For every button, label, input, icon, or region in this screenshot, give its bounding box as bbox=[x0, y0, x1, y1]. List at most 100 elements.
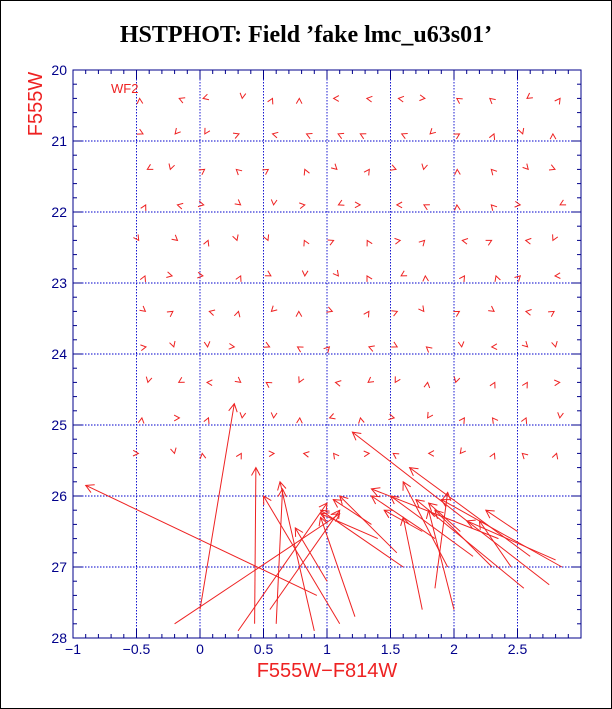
small-vector bbox=[455, 97, 463, 104]
small-vector bbox=[458, 275, 466, 282]
arrow-head bbox=[441, 491, 452, 501]
arrow-head bbox=[422, 204, 430, 211]
small-vector bbox=[526, 92, 533, 100]
small-vector bbox=[491, 417, 499, 424]
long-vector bbox=[275, 487, 287, 624]
arrow-head bbox=[488, 97, 496, 105]
small-vector bbox=[295, 310, 303, 317]
small-vector bbox=[337, 132, 345, 139]
long-vector bbox=[402, 480, 449, 568]
arrow-head bbox=[367, 345, 375, 352]
small-vector bbox=[397, 95, 405, 103]
arrow-head bbox=[140, 203, 147, 211]
small-vector bbox=[198, 168, 206, 176]
arrow-head bbox=[332, 269, 340, 277]
long-vector bbox=[370, 495, 436, 540]
vector-shaft bbox=[339, 495, 398, 554]
arrow-head bbox=[239, 92, 247, 100]
arrow-head bbox=[365, 95, 373, 103]
arrow-head bbox=[551, 340, 558, 348]
small-vector bbox=[262, 168, 270, 175]
small-vector bbox=[137, 416, 145, 424]
y-axis-label: F555W bbox=[25, 72, 47, 137]
arrow-head bbox=[132, 449, 140, 457]
small-vector bbox=[400, 270, 408, 277]
small-vector bbox=[427, 450, 435, 457]
vector-shaft bbox=[263, 495, 341, 625]
small-vector bbox=[389, 164, 397, 171]
small-vector bbox=[328, 413, 336, 420]
arrow-head bbox=[303, 168, 310, 176]
arrow-head bbox=[425, 346, 433, 353]
small-vector bbox=[203, 341, 211, 348]
arrow-head bbox=[514, 275, 522, 282]
small-vector bbox=[202, 93, 210, 101]
small-vector bbox=[391, 341, 399, 348]
arrow-head bbox=[301, 270, 309, 277]
small-vector bbox=[295, 97, 303, 104]
small-vector bbox=[139, 274, 146, 282]
arrow-head bbox=[318, 502, 328, 513]
small-vector bbox=[524, 309, 532, 316]
vector-shaft bbox=[409, 467, 531, 557]
y-tick-label: 21 bbox=[51, 133, 67, 149]
long-vector bbox=[251, 466, 261, 624]
arrow-head bbox=[554, 97, 561, 105]
arrow-head bbox=[277, 487, 287, 498]
arrow-head bbox=[173, 414, 181, 422]
arrow-head bbox=[524, 237, 532, 245]
arrow-head bbox=[521, 381, 528, 389]
arrow-head bbox=[270, 305, 278, 313]
y-tick-label: 22 bbox=[51, 204, 67, 220]
small-vector bbox=[296, 346, 304, 353]
vector-shaft bbox=[415, 499, 525, 589]
arrow-head bbox=[548, 164, 556, 171]
arrow-head bbox=[394, 237, 402, 245]
arrow-head bbox=[332, 499, 343, 508]
arrow-head bbox=[198, 168, 206, 176]
small-vector bbox=[551, 340, 558, 348]
x-tick-label: 0 bbox=[196, 641, 204, 657]
arrow-head bbox=[521, 452, 529, 460]
small-vector bbox=[146, 164, 154, 170]
arrow-head bbox=[326, 306, 334, 313]
long-vector bbox=[478, 520, 512, 568]
arrow-head bbox=[488, 305, 495, 313]
arrow-head bbox=[423, 381, 431, 389]
small-vector bbox=[489, 452, 496, 460]
arrow-head bbox=[330, 163, 338, 171]
y-tick-label: 26 bbox=[51, 488, 67, 504]
small-vector bbox=[418, 239, 426, 247]
arrow-head bbox=[521, 416, 528, 424]
small-vector bbox=[208, 309, 216, 316]
arrow-head bbox=[139, 274, 146, 282]
small-vector bbox=[400, 133, 408, 139]
arrow-head bbox=[305, 133, 313, 139]
arrow-head bbox=[366, 239, 373, 247]
small-vector bbox=[171, 234, 179, 242]
small-vector bbox=[234, 376, 242, 384]
small-vector bbox=[554, 379, 561, 387]
arrow-head bbox=[552, 234, 559, 242]
arrow-head bbox=[318, 516, 328, 527]
long-vector bbox=[434, 509, 493, 568]
arrow-head bbox=[488, 132, 496, 140]
axis-ticks: −1 −0.5 0 0.5 1 1.5 2 2.5 20 21 22 23 24 25 26 27 28 bbox=[51, 62, 582, 657]
long-vector bbox=[338, 495, 398, 554]
long-vector bbox=[465, 519, 556, 561]
arrow-head bbox=[251, 466, 261, 476]
y-tick-label: 23 bbox=[51, 275, 67, 291]
small-vector bbox=[262, 234, 270, 242]
vector-shaft bbox=[478, 520, 512, 568]
small-vector bbox=[166, 271, 174, 278]
small-vector bbox=[488, 97, 496, 105]
long-vector bbox=[237, 502, 328, 632]
y-tick-label: 28 bbox=[51, 630, 67, 646]
arrow-head bbox=[427, 450, 435, 457]
y-tick-label: 20 bbox=[51, 62, 67, 78]
small-vector bbox=[517, 127, 525, 135]
vector-shaft bbox=[85, 484, 318, 596]
arrow-head bbox=[319, 512, 330, 522]
arrow-head bbox=[295, 97, 303, 104]
